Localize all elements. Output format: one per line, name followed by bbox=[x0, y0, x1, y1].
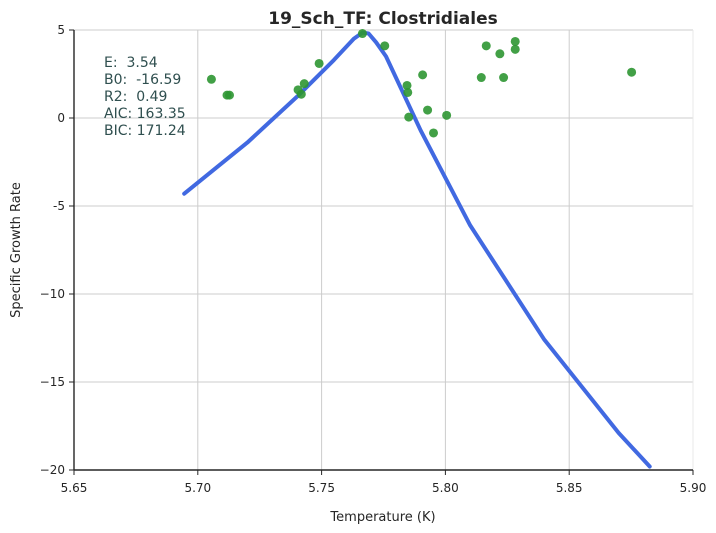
data-point bbox=[314, 58, 324, 68]
x-tick-label: 5.80 bbox=[432, 481, 459, 495]
stat-line: BIC: 171.24 bbox=[104, 123, 186, 139]
stat-line: B0: -16.59 bbox=[104, 72, 181, 88]
data-point bbox=[481, 41, 491, 51]
y-axis-label: Specific Growth Rate bbox=[9, 182, 24, 318]
axes bbox=[69, 29, 694, 475]
chart-title: 19_Sch_TF: Clostridiales bbox=[268, 9, 497, 29]
y-tick-label: 5 bbox=[57, 23, 65, 37]
x-tick-label: 5.85 bbox=[556, 481, 583, 495]
data-point bbox=[442, 110, 452, 120]
data-point bbox=[296, 89, 306, 99]
data-point bbox=[206, 74, 216, 84]
data-point bbox=[380, 41, 390, 51]
data-point bbox=[224, 90, 234, 100]
x-tick-label: 5.75 bbox=[308, 481, 335, 495]
y-tick-label: -5 bbox=[53, 199, 65, 213]
grid bbox=[74, 29, 694, 470]
x-tick-label: 5.90 bbox=[680, 481, 707, 495]
stat-line: E: 3.54 bbox=[104, 55, 158, 71]
data-point bbox=[627, 67, 637, 77]
data-point bbox=[418, 70, 428, 80]
data-point bbox=[402, 80, 412, 90]
data-point bbox=[357, 29, 367, 39]
data-point bbox=[499, 73, 509, 83]
stat-line: R2: 0.49 bbox=[104, 89, 167, 105]
y-tick-label: 0 bbox=[57, 111, 65, 125]
data-point bbox=[404, 112, 414, 122]
data-point bbox=[403, 87, 413, 97]
y-tick-label: −10 bbox=[40, 287, 65, 301]
fit-line bbox=[182, 30, 652, 469]
y-tick-label: −20 bbox=[40, 463, 65, 477]
data-point bbox=[429, 128, 439, 138]
x-tick-label: 5.70 bbox=[184, 481, 211, 495]
x-tick-label: 5.65 bbox=[61, 481, 88, 495]
data-point bbox=[423, 105, 433, 115]
data-point bbox=[495, 49, 505, 59]
x-tick-labels: 5.65 5.70 5.75 5.80 5.85 5.90 bbox=[61, 481, 707, 495]
data-point bbox=[510, 44, 520, 54]
data-point bbox=[510, 36, 520, 46]
y-tick-labels: 5 0 -5 −10 −15 −20 bbox=[40, 23, 65, 477]
x-axis-label: Temperature (K) bbox=[329, 510, 435, 525]
fit-line-group bbox=[182, 30, 652, 469]
data-point bbox=[299, 79, 309, 89]
data-point bbox=[476, 73, 486, 83]
stat-line: AIC: 163.35 bbox=[104, 106, 186, 122]
y-tick-label: −15 bbox=[40, 375, 65, 389]
data-points bbox=[206, 29, 637, 138]
